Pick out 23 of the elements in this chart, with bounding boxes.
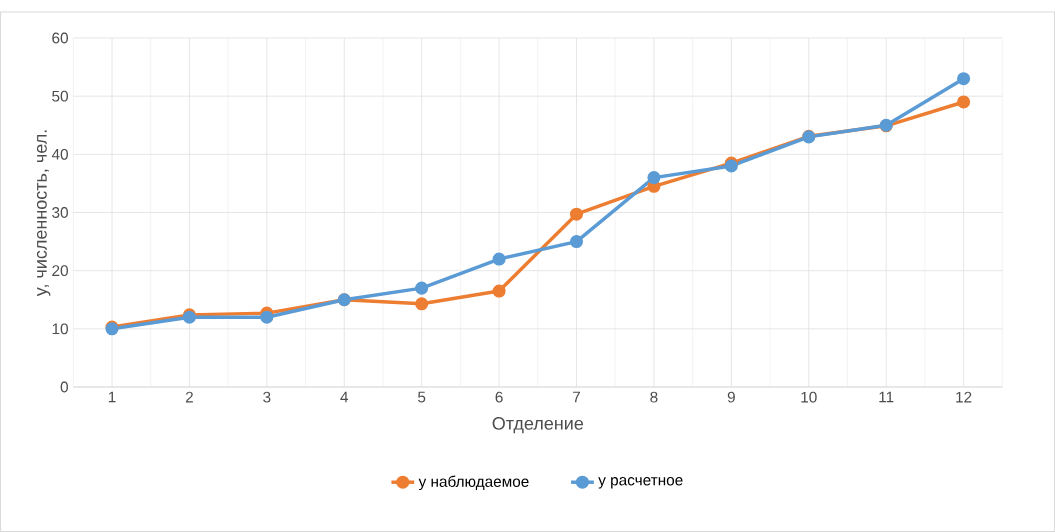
y-tick-label: 50 bbox=[52, 90, 68, 102]
x-tick-label: 11 bbox=[879, 391, 894, 403]
x-tick-label: 12 bbox=[956, 391, 972, 403]
y-axis-title: y, численность, чел. bbox=[36, 130, 51, 297]
y-tick-label: 20 bbox=[52, 265, 68, 277]
x-tick-label: 10 bbox=[801, 391, 817, 403]
legend-label: y наблюдаемое bbox=[418, 475, 529, 491]
legend-label: y расчетное bbox=[598, 477, 683, 489]
x-tick-label: 7 bbox=[573, 391, 580, 403]
x-tick-label: 6 bbox=[495, 391, 503, 403]
x-tick-label: 3 bbox=[263, 391, 271, 403]
x-tick-label: 1 bbox=[108, 391, 116, 403]
y-tick-label: 60 bbox=[52, 32, 68, 44]
x-axis-title: Отделение bbox=[492, 417, 584, 434]
x-tick-label: 2 bbox=[185, 391, 193, 403]
y-tick-label: 30 bbox=[52, 207, 68, 218]
x-tick-label: 4 bbox=[340, 391, 349, 403]
y-tick-label: 40 bbox=[51, 148, 68, 160]
x-tick-label: 8 bbox=[650, 391, 658, 403]
x-tick-label: 5 bbox=[418, 391, 426, 403]
y-tick-label: 0 bbox=[60, 381, 68, 393]
x-tick-label: 9 bbox=[727, 391, 735, 403]
y-tick-label: 10 bbox=[52, 323, 68, 335]
